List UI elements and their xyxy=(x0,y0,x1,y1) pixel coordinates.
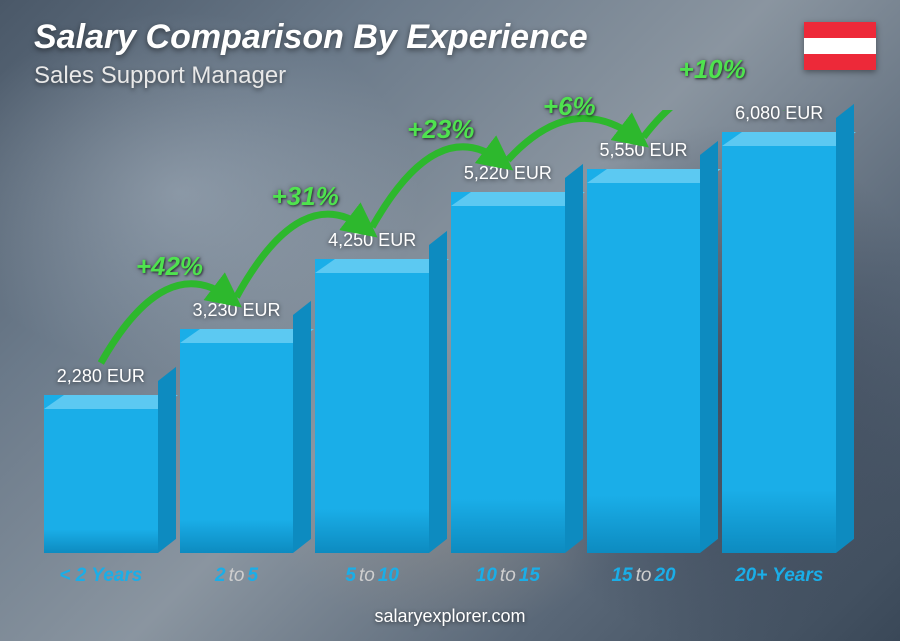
x-label-0: < 2 Years xyxy=(44,565,158,587)
increase-pct-0: +42% xyxy=(136,251,203,282)
bar-side-face xyxy=(836,104,854,553)
bar-3: 5,220 EUR xyxy=(451,163,565,553)
bar-front-face xyxy=(315,259,429,553)
footer-attribution: salaryexplorer.com xyxy=(0,606,900,627)
increase-pct-3: +6% xyxy=(543,91,596,122)
x-labels-container: < 2 Years 2to5 5to10 10to15 15to20 20+ Years xyxy=(34,565,846,587)
bar-1: 3,230 EUR xyxy=(180,300,294,553)
chart-title: Salary Comparison By Experience xyxy=(34,18,588,57)
increase-pct-4: +10% xyxy=(679,54,746,85)
flag-stripe-top xyxy=(804,22,876,38)
bar-front-face xyxy=(180,329,294,553)
bar-5: 6,080 EUR xyxy=(722,103,836,553)
bar-shape xyxy=(44,395,158,553)
bar-shape xyxy=(722,132,836,553)
x-label-3: 10to15 xyxy=(451,565,565,587)
bar-side-face xyxy=(700,141,718,553)
bar-front-face xyxy=(451,192,565,553)
x-label-2: 5to10 xyxy=(315,565,429,587)
bar-4: 5,550 EUR xyxy=(587,140,701,553)
bar-value-label: 2,280 EUR xyxy=(57,366,145,387)
bar-shape xyxy=(451,192,565,553)
bar-value-label: 3,230 EUR xyxy=(192,300,280,321)
flag-stripe-mid xyxy=(804,38,876,54)
bar-value-label: 5,550 EUR xyxy=(599,140,687,161)
bar-value-label: 6,080 EUR xyxy=(735,103,823,124)
bar-front-face xyxy=(587,169,701,553)
bar-front-face xyxy=(722,132,836,553)
bar-chart: 2,280 EUR 3,230 EUR 4,250 EUR 5,220 EUR 5,55… xyxy=(34,110,846,587)
flag-stripe-bot xyxy=(804,54,876,70)
bar-value-label: 5,220 EUR xyxy=(464,163,552,184)
bar-shape xyxy=(315,259,429,553)
bar-value-label: 4,250 EUR xyxy=(328,230,416,251)
x-label-4: 15to20 xyxy=(587,565,701,587)
bar-shape xyxy=(587,169,701,553)
increase-pct-1: +31% xyxy=(272,181,339,212)
bar-side-face xyxy=(429,231,447,553)
infographic-stage: Salary Comparison By Experience Sales Su… xyxy=(0,0,900,641)
bar-side-face xyxy=(565,164,583,553)
bars-container: 2,280 EUR 3,230 EUR 4,250 EUR 5,220 EUR 5,55… xyxy=(34,110,846,553)
bar-side-face xyxy=(293,301,311,553)
austria-flag-icon xyxy=(804,22,876,70)
bar-2: 4,250 EUR xyxy=(315,230,429,553)
bar-front-face xyxy=(44,395,158,553)
x-label-1: 2to5 xyxy=(180,565,294,587)
bar-side-face xyxy=(158,367,176,553)
bar-0: 2,280 EUR xyxy=(44,366,158,553)
increase-pct-2: +23% xyxy=(407,114,474,145)
x-label-5: 20+ Years xyxy=(722,565,836,587)
bar-shape xyxy=(180,329,294,553)
chart-subtitle: Sales Support Manager xyxy=(34,62,286,90)
